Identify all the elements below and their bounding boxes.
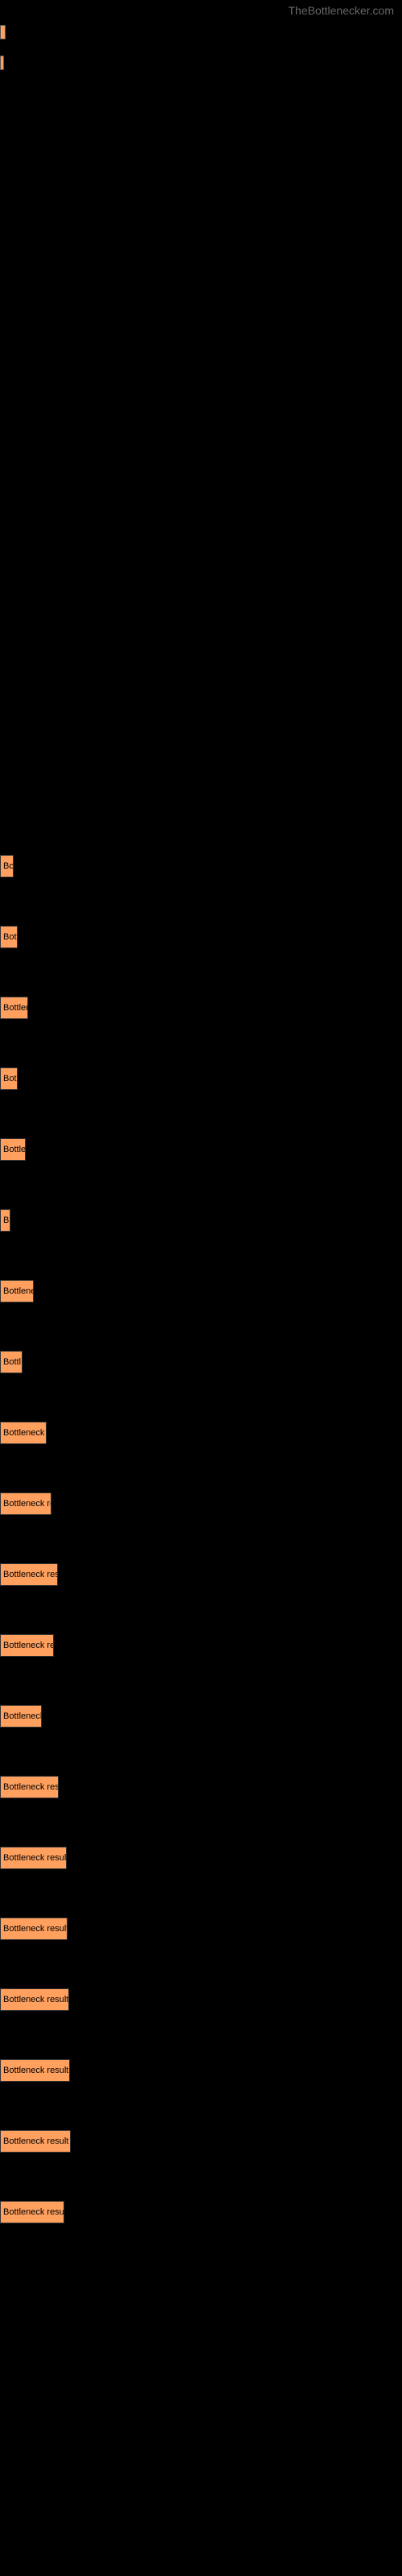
bar-row: Bottleneck result: [0, 1918, 402, 1940]
chart-bar: Bott: [0, 926, 18, 948]
bar-row: Bottleneck re: [0, 1492, 402, 1515]
chart-bar: B: [0, 1209, 10, 1232]
chart-bar: Bottleneck r: [0, 1422, 47, 1444]
chart-bar: Bottlene: [0, 1280, 34, 1302]
chart-bar: Bottleneck result: [0, 1918, 68, 1940]
bar-row: Bottleneck resul: [0, 2201, 402, 2223]
chart-bar: Bottleneck resu: [0, 1776, 59, 1798]
bar-row: Bottlene: [0, 1280, 402, 1302]
chart-bar: Bot: [0, 1067, 18, 1090]
bar-row: Bottleneck: [0, 1705, 402, 1728]
bar-row: Bo: [0, 855, 402, 877]
chart-bar: Bottlen: [0, 997, 28, 1019]
bar-row: Bottl: [0, 1351, 402, 1373]
chart-bar: Bottleneck re: [0, 1492, 51, 1515]
top-bar-row: [0, 25, 402, 39]
bar-row: Bottleneck result: [0, 1847, 402, 1869]
bar-row: Bottleneck r: [0, 1422, 402, 1444]
watermark: TheBottlenecker.com: [0, 0, 402, 21]
bar-row: Bottleneck resu: [0, 1563, 402, 1586]
chart-bar: Bottle: [0, 1138, 26, 1161]
bar-row: B: [0, 1209, 402, 1232]
chart-bar: Bottleneck result: [0, 1988, 69, 2011]
chart-bar: Bottleneck result: [0, 2059, 70, 2082]
bar-row: Bottleneck resu: [0, 1776, 402, 1798]
chart-bar: Bottleneck: [0, 1705, 42, 1728]
chart-bar: Bottleneck result: [0, 1847, 67, 1869]
top-bar: [0, 56, 4, 70]
bar-row: Bot: [0, 1067, 402, 1090]
bar-row: Bottleneck res: [0, 1634, 402, 1657]
bar-row: Bottleneck result: [0, 1988, 402, 2011]
top-bar: [0, 25, 6, 39]
chart-bar: Bo: [0, 855, 14, 877]
chart-bar: Bottleneck result: [0, 2130, 71, 2153]
chart-bar: Bottleneck res: [0, 1634, 54, 1657]
bar-row: Bott: [0, 926, 402, 948]
bar-row: Bottle: [0, 1138, 402, 1161]
top-bar-row: [0, 56, 402, 70]
chart-bar: Bottleneck resul: [0, 2201, 64, 2223]
chart-bar: Bottleneck resu: [0, 1563, 58, 1586]
chart-bar: Bottl: [0, 1351, 23, 1373]
bar-row: Bottleneck result: [0, 2130, 402, 2153]
chart-section: Bo Bott Bottlen Bot Bottle B Bottlene Bottl Bott…: [0, 855, 402, 2223]
top-bars-section: [0, 21, 402, 90]
bar-row: Bottlen: [0, 997, 402, 1019]
spacer: [0, 90, 402, 855]
bar-row: Bottleneck result: [0, 2059, 402, 2082]
